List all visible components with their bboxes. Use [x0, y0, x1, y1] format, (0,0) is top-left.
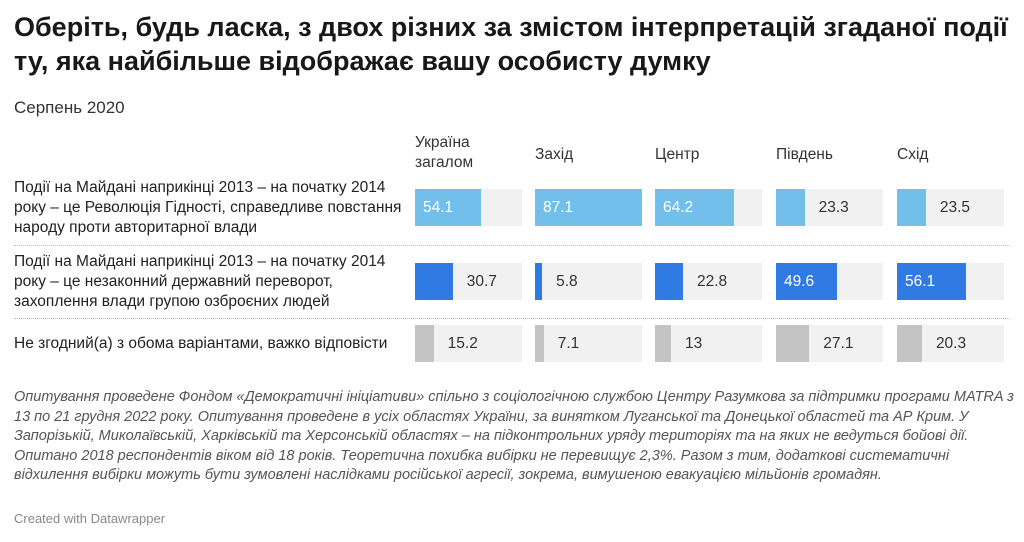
bar — [655, 325, 671, 362]
bar — [776, 263, 837, 300]
value-label: 20.3 — [935, 335, 967, 352]
bar-cell: 20.3 — [897, 325, 1004, 362]
bar-cell: 56.1 — [897, 263, 1004, 300]
bar — [415, 325, 434, 362]
column-header: Центр — [655, 146, 700, 163]
row-divider — [14, 245, 1010, 246]
row-label: Події на Майдані наприкінці 2013 – на по… — [14, 179, 402, 236]
bar — [897, 325, 922, 362]
value-label: 7.1 — [557, 335, 580, 352]
bar-cell: 87.1 — [535, 189, 642, 226]
column-header: Схід — [897, 146, 929, 163]
value-label: 64.2 — [663, 199, 694, 216]
bar-cell: 54.1 — [415, 189, 522, 226]
bar — [535, 189, 642, 226]
value-label: 13 — [684, 335, 703, 352]
bar-cell: 5.8 — [535, 263, 642, 300]
column-header: Україна загалом — [415, 134, 474, 171]
chart-notes: Опитування проведене Фондом «Демократичн… — [14, 389, 1014, 483]
value-label: 15.2 — [447, 335, 478, 352]
bar-cell: 7.1 — [535, 325, 642, 362]
row-label: Не згодний(а) з обома варіантами, важко … — [14, 335, 388, 352]
value-label: 30.7 — [466, 273, 497, 290]
value-label: 5.8 — [556, 273, 578, 290]
value-label: 27.1 — [823, 335, 854, 352]
credit-link[interactable]: Created with Datawrapper — [14, 511, 166, 526]
bar-cell: 13 — [655, 325, 762, 362]
bar — [415, 189, 482, 226]
column-header: Південь — [776, 146, 833, 163]
bar — [535, 263, 543, 300]
value-label: 56.1 — [905, 273, 936, 290]
bar-cell: 23.3 — [776, 189, 883, 226]
bar — [655, 263, 683, 300]
value-label: 49.6 — [784, 273, 815, 290]
value-label: 87.1 — [543, 199, 574, 216]
bar — [655, 189, 734, 226]
bar — [776, 189, 805, 226]
value-label: 22.8 — [697, 273, 728, 290]
bar — [776, 325, 810, 362]
value-label: 23.3 — [818, 199, 849, 216]
value-label: 54.1 — [423, 199, 454, 216]
column-header: Захід — [535, 146, 574, 163]
row-divider — [14, 318, 1010, 319]
bar-cell: 64.2 — [655, 189, 762, 226]
bar-cell: 30.7 — [415, 263, 522, 300]
bar-cell: 49.6 — [776, 263, 883, 300]
row-label: Події на Майдані наприкінці 2013 – на по… — [14, 253, 386, 310]
bar — [415, 263, 453, 300]
bar — [535, 325, 544, 362]
bar-cell: 15.2 — [415, 325, 522, 362]
bar — [897, 189, 926, 226]
value-label: 23.5 — [939, 199, 971, 216]
bar-cell: 27.1 — [776, 325, 883, 362]
bar-cell: 22.8 — [655, 263, 762, 300]
bar-cell: 23.5 — [897, 189, 1004, 226]
bar — [897, 263, 966, 300]
chart-title: Оберіть, будь ласка, з двох різних за зм… — [14, 12, 1008, 76]
chart-subtitle: Серпень 2020 — [14, 98, 125, 117]
